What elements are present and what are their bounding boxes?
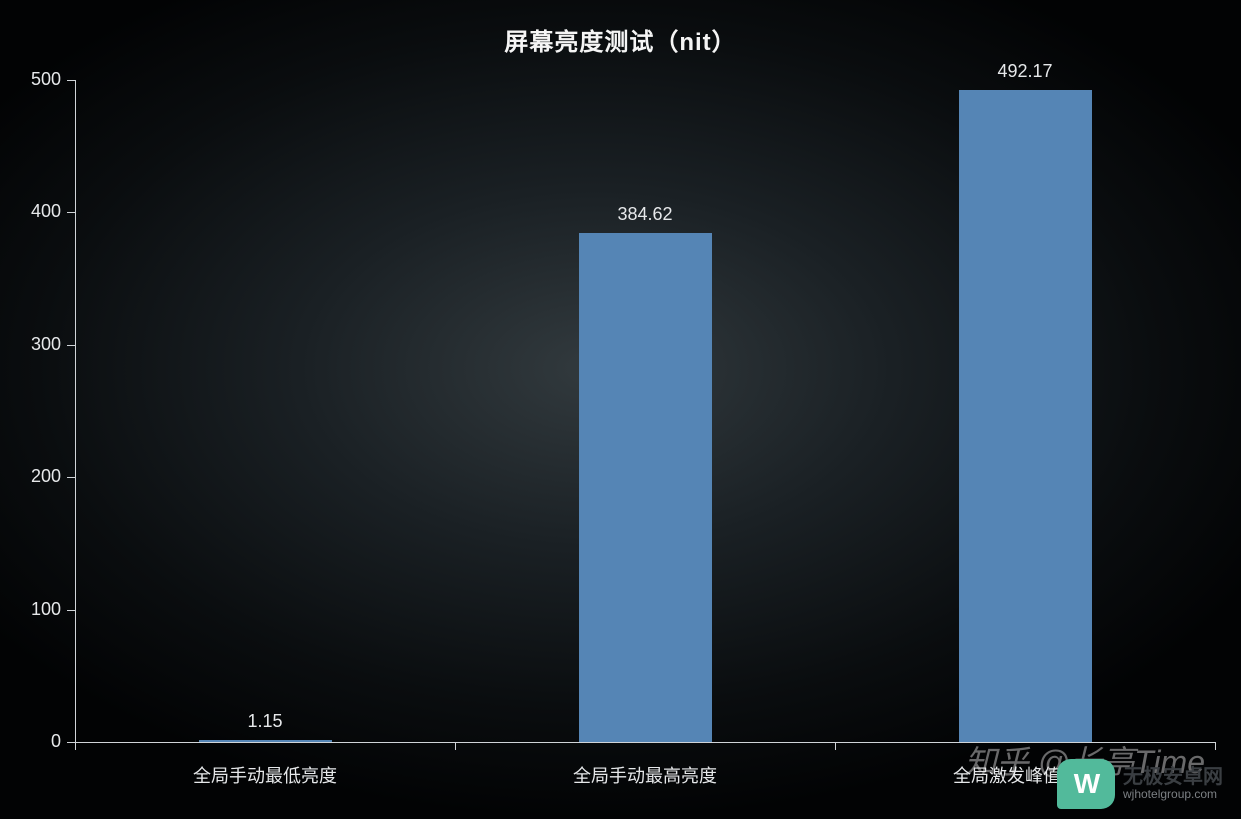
y-tick-label: 200 xyxy=(1,466,61,487)
x-tick-mark xyxy=(75,742,76,750)
logo-text-en: wjhotelgroup.com xyxy=(1123,788,1223,801)
y-tick-label: 400 xyxy=(1,201,61,222)
logo-badge-icon: W xyxy=(1057,759,1115,809)
y-tick-label: 100 xyxy=(1,599,61,620)
bar xyxy=(959,90,1092,742)
x-tick-mark xyxy=(455,742,456,750)
y-axis-line xyxy=(75,80,76,742)
bar-value-label: 1.15 xyxy=(247,711,282,732)
logo-text-cn: 无极安卓网 xyxy=(1123,766,1223,788)
x-tick-mark xyxy=(835,742,836,750)
y-tick-label: 0 xyxy=(1,731,61,752)
y-tick-mark xyxy=(67,477,75,478)
y-tick-mark xyxy=(67,345,75,346)
watermark-site-logo: W 无极安卓网 wjhotelgroup.com xyxy=(1057,759,1223,809)
bar xyxy=(199,740,332,742)
bar xyxy=(579,233,712,742)
logo-text: 无极安卓网 wjhotelgroup.com xyxy=(1123,766,1223,801)
x-category-label: 全局手动最高亮度 xyxy=(455,762,835,788)
bar-value-label: 384.62 xyxy=(617,204,672,225)
y-tick-mark xyxy=(67,212,75,213)
y-tick-label: 300 xyxy=(1,334,61,355)
logo-badge-text: W xyxy=(1074,768,1098,800)
chart-title: 屏幕亮度测试（nit） xyxy=(0,22,1241,57)
plot-area: 01002003004005001.15全局手动最低亮度384.62全局手动最高… xyxy=(75,80,1215,742)
y-tick-mark xyxy=(67,80,75,81)
y-tick-mark xyxy=(67,610,75,611)
y-tick-label: 500 xyxy=(1,69,61,90)
x-tick-mark xyxy=(1215,742,1216,750)
bar-value-label: 492.17 xyxy=(997,61,1052,82)
y-tick-mark xyxy=(67,742,75,743)
chart-stage: 屏幕亮度测试（nit） 01002003004005001.15全局手动最低亮度… xyxy=(0,0,1241,819)
x-category-label: 全局手动最低亮度 xyxy=(75,762,455,788)
